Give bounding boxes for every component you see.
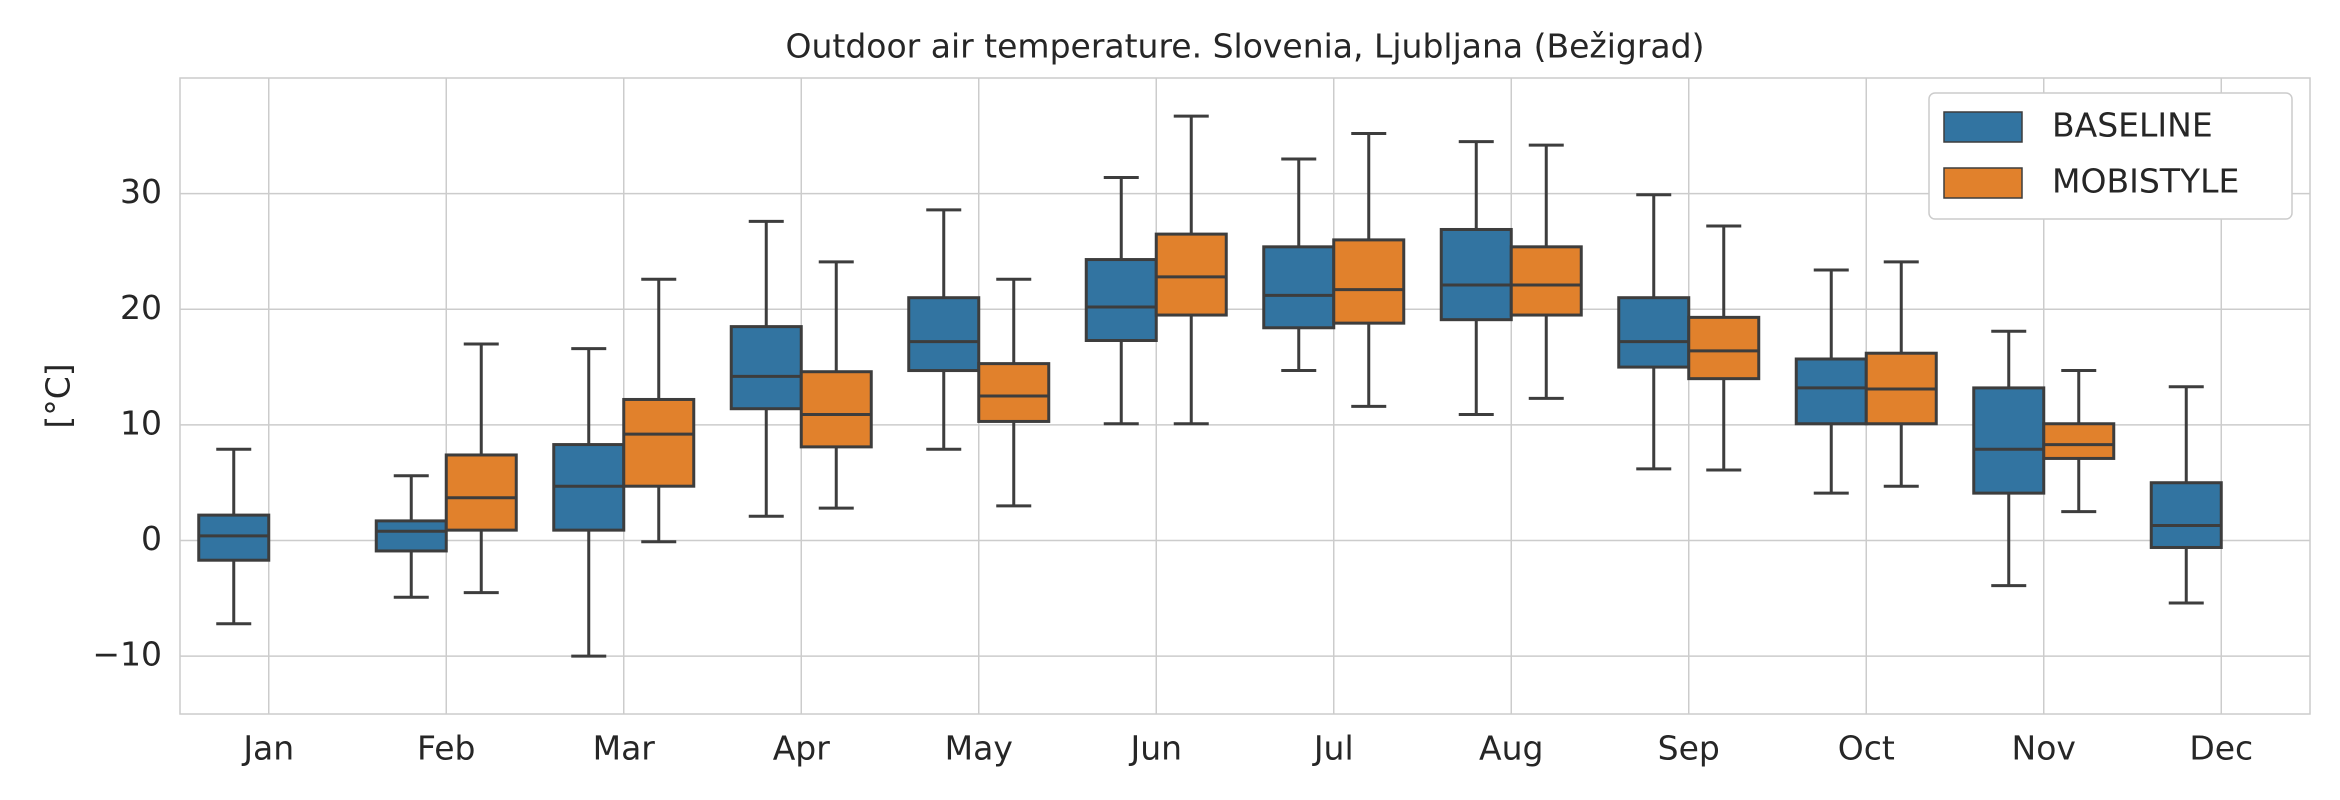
box bbox=[1439, 227, 1513, 322]
y-tick-label: 20 bbox=[120, 288, 162, 327]
x-tick-label: Aug bbox=[1479, 729, 1543, 768]
y-tick-label: 30 bbox=[120, 172, 162, 211]
x-tick-label: Dec bbox=[2189, 729, 2253, 768]
x-tick-label: Apr bbox=[773, 729, 831, 768]
box bbox=[1262, 245, 1336, 330]
box bbox=[1509, 245, 1583, 317]
box bbox=[977, 362, 1051, 423]
box bbox=[2042, 422, 2116, 460]
x-tick-label: Oct bbox=[1838, 729, 1895, 768]
box bbox=[444, 453, 518, 532]
box bbox=[2149, 481, 2223, 549]
box bbox=[1617, 296, 1691, 369]
legend-label: MOBISTYLE bbox=[2052, 162, 2239, 201]
box bbox=[799, 370, 873, 449]
box bbox=[1084, 258, 1158, 342]
box bbox=[729, 325, 803, 411]
box bbox=[1794, 357, 1868, 426]
legend-label: BASELINE bbox=[2052, 106, 2213, 145]
legend-swatch bbox=[1943, 111, 2023, 143]
x-tick-label: Nov bbox=[2012, 729, 2076, 768]
x-tick-label: May bbox=[945, 729, 1013, 768]
y-tick-label: 10 bbox=[120, 403, 162, 442]
y-axis-label: [°C] bbox=[39, 363, 78, 428]
box bbox=[374, 519, 448, 553]
box bbox=[1687, 315, 1761, 381]
box bbox=[1332, 238, 1406, 325]
box bbox=[907, 296, 981, 373]
x-tick-label: Jan bbox=[241, 729, 294, 768]
y-tick-label: −10 bbox=[92, 635, 162, 674]
box bbox=[622, 397, 696, 488]
legend-swatch bbox=[1943, 167, 2023, 199]
box bbox=[197, 513, 271, 562]
chart-title: Outdoor air temperature. Slovenia, Ljubl… bbox=[786, 27, 1705, 66]
x-tick-label: Sep bbox=[1658, 729, 1720, 768]
x-tick-label: Jul bbox=[1312, 729, 1354, 768]
x-tick-label: Jun bbox=[1128, 729, 1182, 768]
box bbox=[1972, 386, 2046, 495]
x-tick-label: Mar bbox=[593, 729, 656, 768]
y-tick-label: 0 bbox=[141, 519, 162, 558]
x-tick-label: Feb bbox=[417, 729, 475, 768]
box bbox=[1154, 232, 1228, 317]
